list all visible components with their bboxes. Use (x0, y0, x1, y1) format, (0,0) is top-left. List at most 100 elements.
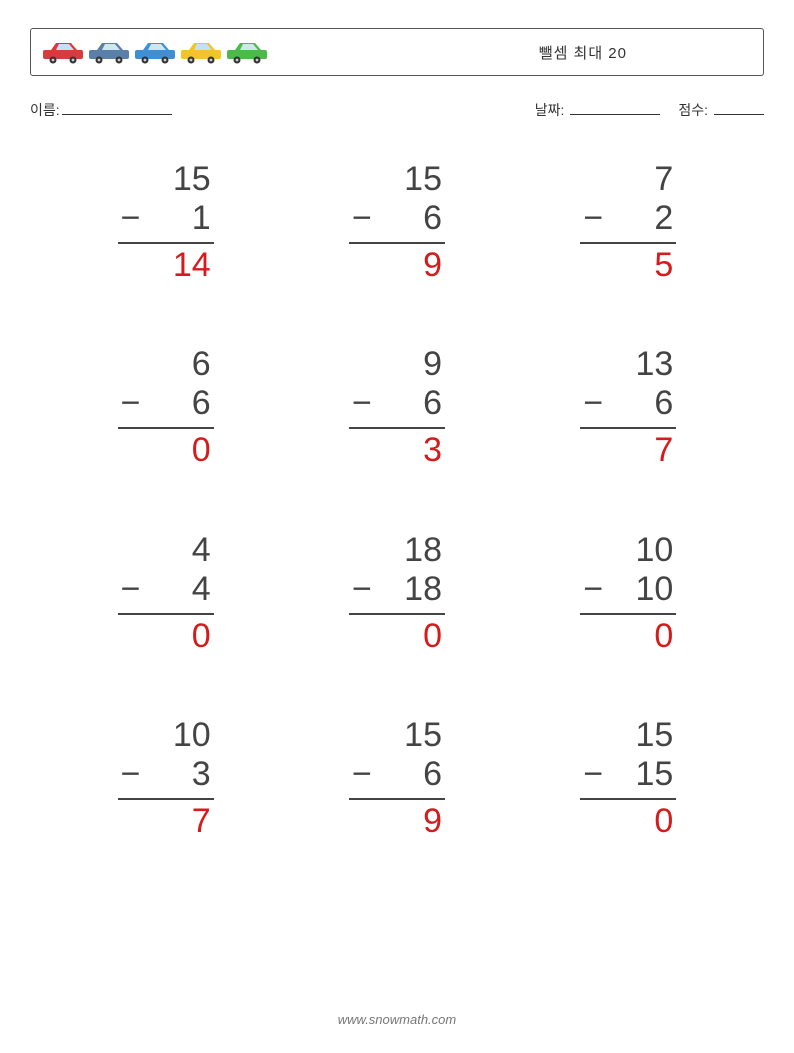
minuend: 9 (352, 345, 442, 384)
problem-divider (580, 242, 676, 244)
minuend: 10 (121, 716, 211, 755)
subtrahend-line: − 6 (352, 199, 442, 238)
subtraction-problem: 6−6 0 (50, 345, 281, 470)
subtraction-problem: 7−2 5 (513, 160, 744, 285)
subtrahend-line: − 1 (121, 199, 211, 238)
problem-divider (349, 242, 445, 244)
score-label: 점수: (678, 100, 708, 120)
date-blank (570, 101, 660, 115)
minus-sign: − (121, 384, 141, 423)
car-wagon-green-icon (225, 40, 269, 64)
answer: 3 (352, 431, 442, 470)
subtrahend: 1 (173, 199, 211, 238)
car-icons-row (41, 40, 269, 64)
minus-sign: − (583, 384, 603, 423)
subtraction-problem: 13− 6 7 (513, 345, 744, 470)
problem-divider (580, 613, 676, 615)
minus-sign: − (583, 755, 603, 794)
problem-divider (118, 613, 214, 615)
minuend: 4 (121, 531, 211, 570)
subtraction-problem: 15− 1 14 (50, 160, 281, 285)
minus-sign: − (121, 755, 141, 794)
minus-sign: − (583, 199, 603, 238)
subtrahend-line: −6 (352, 384, 442, 423)
problem-divider (118, 427, 214, 429)
minuend: 15 (352, 160, 442, 199)
minus-sign: − (352, 755, 372, 794)
answer: 0 (583, 617, 673, 656)
subtrahend-line: −10 (583, 570, 673, 609)
subtrahend-line: − 6 (352, 755, 442, 794)
subtrahend: 18 (404, 570, 442, 609)
subtrahend-line: − 3 (121, 755, 211, 794)
minuend: 15 (352, 716, 442, 755)
name-blank (62, 101, 172, 115)
problem-divider (580, 798, 676, 800)
subtraction-problem: 9−6 3 (281, 345, 512, 470)
subtraction-problem: 15− 6 9 (281, 716, 512, 841)
footer-url: www.snowmath.com (0, 1012, 794, 1027)
problem-divider (349, 798, 445, 800)
minus-sign: − (583, 570, 603, 609)
subtrahend: 6 (423, 384, 442, 423)
subtrahend-line: −18 (352, 570, 442, 609)
subtrahend: 6 (635, 384, 673, 423)
score-blank (714, 101, 764, 115)
subtrahend: 3 (173, 755, 211, 794)
answer: 0 (583, 802, 673, 841)
subtraction-problem: 15− 6 9 (281, 160, 512, 285)
minuend: 15 (121, 160, 211, 199)
minus-sign: − (352, 570, 372, 609)
minuend: 10 (583, 531, 673, 570)
subtrahend-line: −6 (121, 384, 211, 423)
subtrahend-line: −15 (583, 755, 673, 794)
info-row: 이름: 날짜: 점수: (30, 100, 764, 120)
subtrahend: 2 (654, 199, 673, 238)
minuend: 13 (583, 345, 673, 384)
car-hatch-blue-icon (133, 40, 177, 64)
date-label: 날짜: (535, 100, 565, 120)
minus-sign: − (121, 570, 141, 609)
minuend: 15 (583, 716, 673, 755)
answer: 0 (352, 617, 442, 656)
minus-sign: − (121, 199, 141, 238)
minuend: 6 (121, 345, 211, 384)
answer: 7 (583, 431, 673, 470)
subtrahend: 4 (192, 570, 211, 609)
answer: 5 (583, 246, 673, 285)
problem-divider (349, 427, 445, 429)
subtrahend-line: −4 (121, 570, 211, 609)
car-sedan-red-icon (41, 40, 85, 64)
answer: 9 (352, 246, 442, 285)
problem-divider (580, 427, 676, 429)
problem-divider (118, 242, 214, 244)
minuend: 18 (352, 531, 442, 570)
subtrahend: 6 (404, 755, 442, 794)
subtrahend-line: −2 (583, 199, 673, 238)
answer: 7 (121, 802, 211, 841)
answer: 9 (352, 802, 442, 841)
worksheet-header: 뺄셈 최대 20 (30, 28, 764, 76)
subtraction-problem: 10−10 0 (513, 531, 744, 656)
problems-grid: 15− 1 14 15− 6 9 7−2 5 6−6 0 9−6 3 13− 6… (30, 160, 764, 841)
answer: 0 (121, 617, 211, 656)
subtrahend: 10 (635, 570, 673, 609)
answer: 14 (121, 246, 211, 285)
subtraction-problem: 10− 3 7 (50, 716, 281, 841)
name-label: 이름: (30, 100, 60, 120)
worksheet-title: 뺄셈 최대 20 (539, 42, 627, 63)
subtrahend-line: − 6 (583, 384, 673, 423)
subtrahend: 15 (635, 755, 673, 794)
minus-sign: − (352, 384, 372, 423)
subtrahend: 6 (192, 384, 211, 423)
minus-sign: − (352, 199, 372, 238)
car-sport-yellow-icon (179, 40, 223, 64)
problem-divider (349, 613, 445, 615)
van-blue-icon (87, 40, 131, 64)
subtraction-problem: 4−4 0 (50, 531, 281, 656)
subtraction-problem: 15−15 0 (513, 716, 744, 841)
subtrahend: 6 (404, 199, 442, 238)
minuend: 7 (583, 160, 673, 199)
answer: 0 (121, 431, 211, 470)
problem-divider (118, 798, 214, 800)
